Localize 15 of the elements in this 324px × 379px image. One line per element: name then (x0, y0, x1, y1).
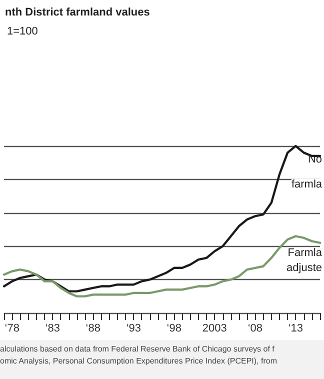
text: omic Analysis, Personal Consumption Expenditures Price Index (PCEPI), from (0, 356, 278, 366)
annotation: adjuste (286, 262, 322, 274)
x-tick-label: ‘08 (248, 322, 263, 334)
chart-subtitle: 1=100 (7, 26, 38, 38)
x-tick-label: ‘98 (166, 322, 182, 334)
x-tick-label: 2003 (202, 322, 227, 334)
annotation: Farmla (288, 246, 323, 259)
x-tick-label: ‘93 (126, 322, 141, 334)
x-tick-label: ‘88 (86, 322, 100, 334)
x-tick-label: ‘83 (45, 322, 60, 334)
annotation: farmla (291, 178, 323, 190)
x-tick-label: ‘78 (4, 322, 20, 334)
text: alculations based on data from Federal Reserve Bank of Chicago surveys of f (0, 344, 276, 354)
x-tick-label: ‘13 (288, 322, 304, 334)
chart-title: nth District farmland values (5, 6, 150, 18)
